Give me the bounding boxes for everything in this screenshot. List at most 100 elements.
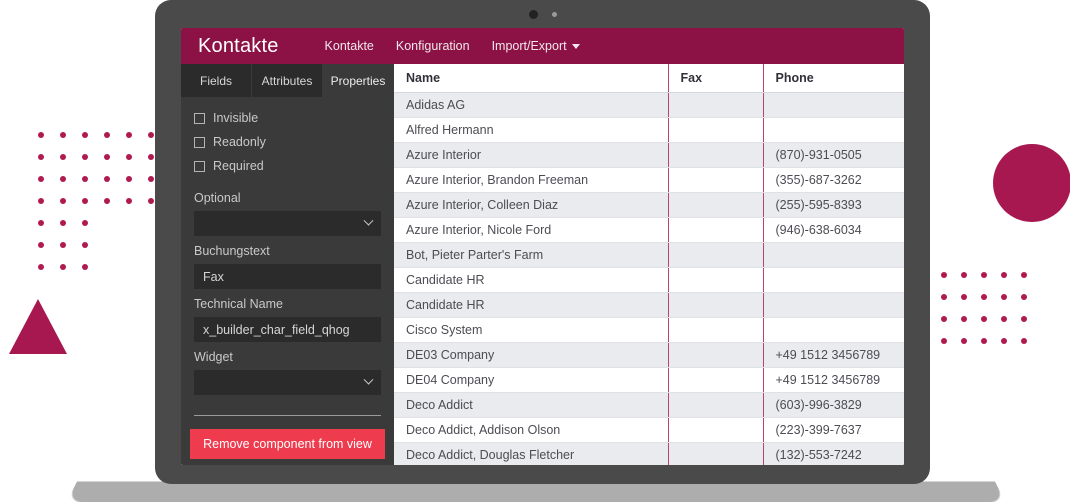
checkbox-list: Invisible Readonly Required [194,111,381,183]
checkbox-required[interactable]: Required [194,159,381,173]
decorative-dot [104,132,110,138]
cell-name: Cisco System [394,317,668,343]
cell-fax [667,367,763,393]
cell-name: Azure Interior, Colleen Diaz [394,192,668,218]
decorative-triangle [9,299,67,354]
table-row[interactable]: Alfred Hermann [394,117,904,143]
tab-properties[interactable]: Properties [323,64,394,97]
cell-name: Deco Addict, Douglas Fletcher [394,442,668,465]
table-row[interactable]: Deco Addict, Addison Olson (223)-399-7637 [394,417,904,443]
nav-item-label: Konfiguration [395,39,470,53]
decorative-dot [82,176,88,182]
table-row[interactable]: Cisco System [394,317,904,343]
checkbox-icon[interactable] [194,160,205,172]
decorative-dot [126,264,132,270]
nav-item-konfiguration[interactable]: Konfiguration [396,39,470,53]
decorative-dot [82,154,88,160]
decorative-dot [104,220,110,226]
table-row[interactable]: Deco Addict, Douglas Fletcher (132)-553-7… [394,442,904,465]
decorative-dot [38,242,44,248]
decorative-dot [60,198,66,204]
cell-fax [667,417,763,443]
nav-item-kontakte[interactable]: Kontakte [325,39,374,53]
cell-name: Candidate HR [394,267,668,293]
decorative-dot [1021,338,1027,344]
decorative-dot [981,316,987,322]
table-row[interactable]: Bot, Pieter Parter's Farm [394,242,904,268]
decorative-dot [148,154,154,160]
chevron-down-icon [363,215,374,226]
optional-select[interactable] [194,211,381,236]
decorative-dot [1001,316,1007,322]
column-header-fax[interactable]: Fax [667,64,763,93]
decorative-dot [82,242,88,248]
table-row[interactable]: Candidate HR [394,267,904,293]
cell-name: Azure Interior, Nicole Ford [394,217,668,243]
technical-name-input[interactable]: x_builder_char_field_qhog [194,317,381,342]
cell-fax [667,242,763,268]
decorative-dot [1021,316,1027,322]
decorative-circle [993,144,1070,222]
cell-name: Candidate HR [394,292,668,318]
checkbox-readonly[interactable]: Readonly [194,135,381,149]
table-row[interactable]: Candidate HR [394,292,904,318]
table-row[interactable]: DE03 Company +49 1512 3456789 [394,342,904,368]
decorative-dot [126,198,132,204]
table-row[interactable]: Deco Addict (603)-996-3829 [394,392,904,418]
cell-fax [667,217,763,243]
app-body: Fields Attributes Properties Invisible Read… [181,64,904,465]
table-row[interactable]: Azure Interior, Colleen Diaz (255)-595-83… [394,192,904,218]
tab-fields[interactable]: Fields [181,64,252,97]
decorative-dot [104,264,110,270]
decorative-dot [1001,272,1007,278]
column-header-phone[interactable]: Phone [762,64,904,93]
app-header: Kontakte Kontakte Konfiguration Import/Exp… [181,28,904,64]
cell-name: DE03 Company [394,342,668,368]
optional-label: Optional [194,191,241,205]
decorative-dot [60,242,66,248]
cell-fax [667,117,763,143]
decorative-dot [82,264,88,270]
tab-attributes[interactable]: Attributes [252,64,323,97]
decorative-dot [1001,294,1007,300]
cell-fax [667,292,763,318]
table-row[interactable]: DE04 Company +49 1512 3456789 [394,367,904,393]
indicator-light-icon [551,11,557,17]
technical-name-label: Technical Name [194,297,283,311]
widget-label: Widget [194,350,233,364]
table-body: Adidas AG Alfred Hermann Azure Interior (87… [394,92,904,465]
nav-item-import-export[interactable]: Import/Export [492,39,580,53]
decorative-dot [38,264,44,270]
checkbox-icon[interactable] [194,136,205,148]
remove-component-button[interactable]: Remove component from view [190,429,385,459]
cell-phone: (223)-399-7637 [762,417,904,443]
decorative-dot [148,176,154,182]
decorative-dot [126,154,132,160]
decorative-dot [961,272,967,278]
checkbox-icon[interactable] [194,112,205,124]
decorative-dot [148,242,154,248]
cell-fax [667,392,763,418]
caret-down-icon [571,43,580,49]
decorative-dot [148,132,154,138]
cell-phone: (603)-996-3829 [762,392,904,418]
decorative-dot [981,338,987,344]
table-row[interactable]: Azure Interior (870)-931-0505 [394,142,904,168]
panel-tab-bar: Fields Attributes Properties [181,64,394,97]
table-row[interactable]: Azure Interior, Nicole Ford (946)-638-603… [394,217,904,243]
column-header-name[interactable]: Name [394,64,668,93]
checkbox-invisible[interactable]: Invisible [194,111,381,125]
decorative-dot [941,338,947,344]
decorative-dot [60,132,66,138]
table-header-row: Name Fax Phone [394,64,904,93]
widget-select[interactable] [194,370,381,395]
cell-fax [667,267,763,293]
cell-phone: (255)-595-8393 [762,192,904,218]
cell-phone: (355)-687-3262 [762,167,904,193]
table-row[interactable]: Azure Interior, Brandon Freeman (355)-687… [394,167,904,193]
laptop-notch [155,0,930,28]
table-row[interactable]: Adidas AG [394,92,904,118]
decorative-dot [38,176,44,182]
decorative-dot [981,272,987,278]
buchungstext-input[interactable]: Fax [194,264,381,289]
